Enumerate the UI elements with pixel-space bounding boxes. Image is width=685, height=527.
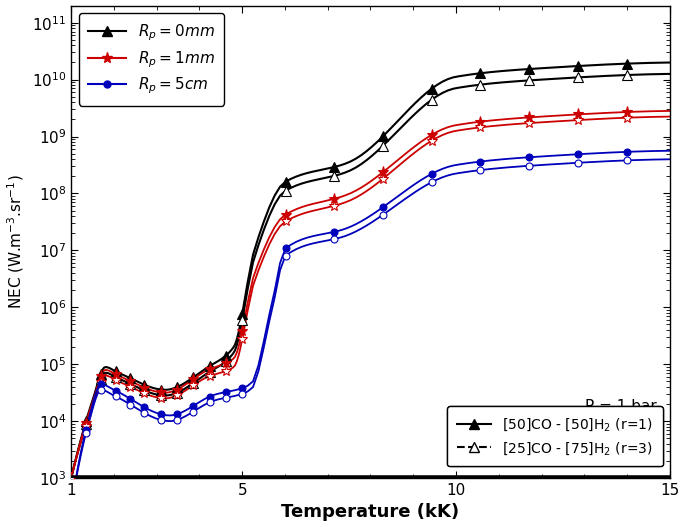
X-axis label: Temperature (kK): Temperature (kK) <box>282 503 460 521</box>
Legend: [50]CO - [50]H$_2$ (r=1), [25]CO - [75]H$_2$ (r=3): [50]CO - [50]H$_2$ (r=1), [25]CO - [75]H… <box>447 406 663 466</box>
Text: P = 1 bar: P = 1 bar <box>585 399 657 414</box>
Y-axis label: NEC (W.m$^{-3}$.sr$^{-1}$): NEC (W.m$^{-3}$.sr$^{-1}$) <box>5 174 26 309</box>
